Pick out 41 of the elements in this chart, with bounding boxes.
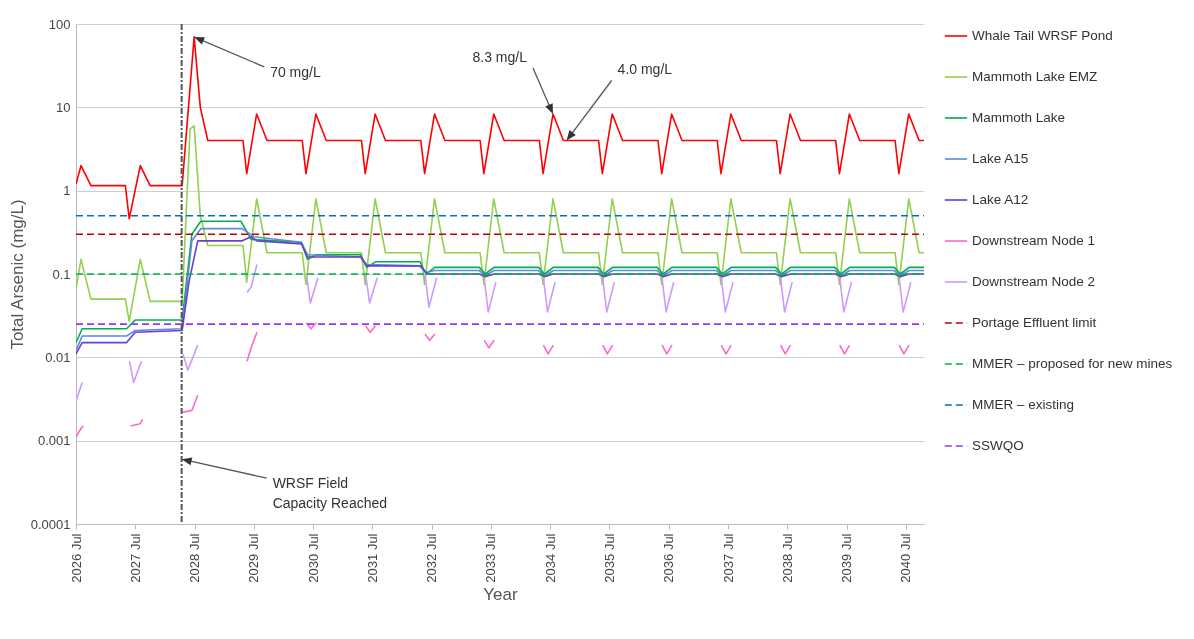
legend-label: MMER – proposed for new mines xyxy=(972,356,1173,371)
x-tick-label: 2032 Jul xyxy=(424,533,440,583)
legend-label: Lake A12 xyxy=(972,192,1029,207)
legend-label: MMER – existing xyxy=(972,397,1075,412)
x-tick-label: 2036 Jul xyxy=(661,533,677,583)
annotation: 4.0 mg/L xyxy=(617,61,673,78)
annotation: 8.3 mg/L xyxy=(472,49,528,66)
x-tick-label: 2039 Jul xyxy=(839,533,855,583)
y-tick-label: 0.001 xyxy=(37,433,71,449)
x-tick-label: 2028 Jul xyxy=(187,533,203,583)
y-axis-title: Total Arsenic (mg/L) xyxy=(7,199,27,350)
x-tick-label: 2033 Jul xyxy=(483,533,499,583)
y-tick-label: 0.01 xyxy=(45,349,71,365)
legend-label: Portage Effluent limit xyxy=(972,315,1097,330)
line-series xyxy=(76,36,924,220)
x-tick-label: 2030 Jul xyxy=(305,533,321,583)
annotation: 70 mg/L xyxy=(270,63,321,80)
x-tick-label: 2026 Jul xyxy=(68,533,84,583)
y-tick-label: 100 xyxy=(48,16,71,32)
x-tick-label: 2031 Jul xyxy=(364,533,380,583)
y-tick-label: 0.1 xyxy=(52,266,71,282)
legend-label: Whale Tail WRSF Pond xyxy=(972,28,1113,43)
x-tick-label: 2037 Jul xyxy=(720,533,736,583)
legend-label: Mammoth Lake EMZ xyxy=(972,69,1098,84)
line-series xyxy=(76,125,924,323)
x-tick-label: 2040 Jul xyxy=(898,533,914,583)
y-tick-label: 1 xyxy=(63,183,71,199)
x-tick-label: 2035 Jul xyxy=(601,533,617,583)
x-axis-title: Year xyxy=(483,584,519,604)
legend-label: SSWQO xyxy=(972,438,1024,453)
x-tick-label: 2029 Jul xyxy=(246,533,262,583)
annotation: WRSF Field Capacity Reached xyxy=(272,475,388,512)
legend-label: Lake A15 xyxy=(972,151,1029,166)
x-tick-label: 2034 Jul xyxy=(542,533,558,583)
y-tick-label: 0.0001 xyxy=(30,516,71,532)
legend-label: Mammoth Lake xyxy=(972,110,1066,125)
legend-label: Downstream Node 2 xyxy=(972,274,1096,289)
x-tick-label: 2038 Jul xyxy=(779,533,795,583)
legend-label: Downstream Node 1 xyxy=(972,233,1096,248)
y-tick-label: 10 xyxy=(56,99,71,115)
x-tick-label: 2027 Jul xyxy=(127,533,143,583)
